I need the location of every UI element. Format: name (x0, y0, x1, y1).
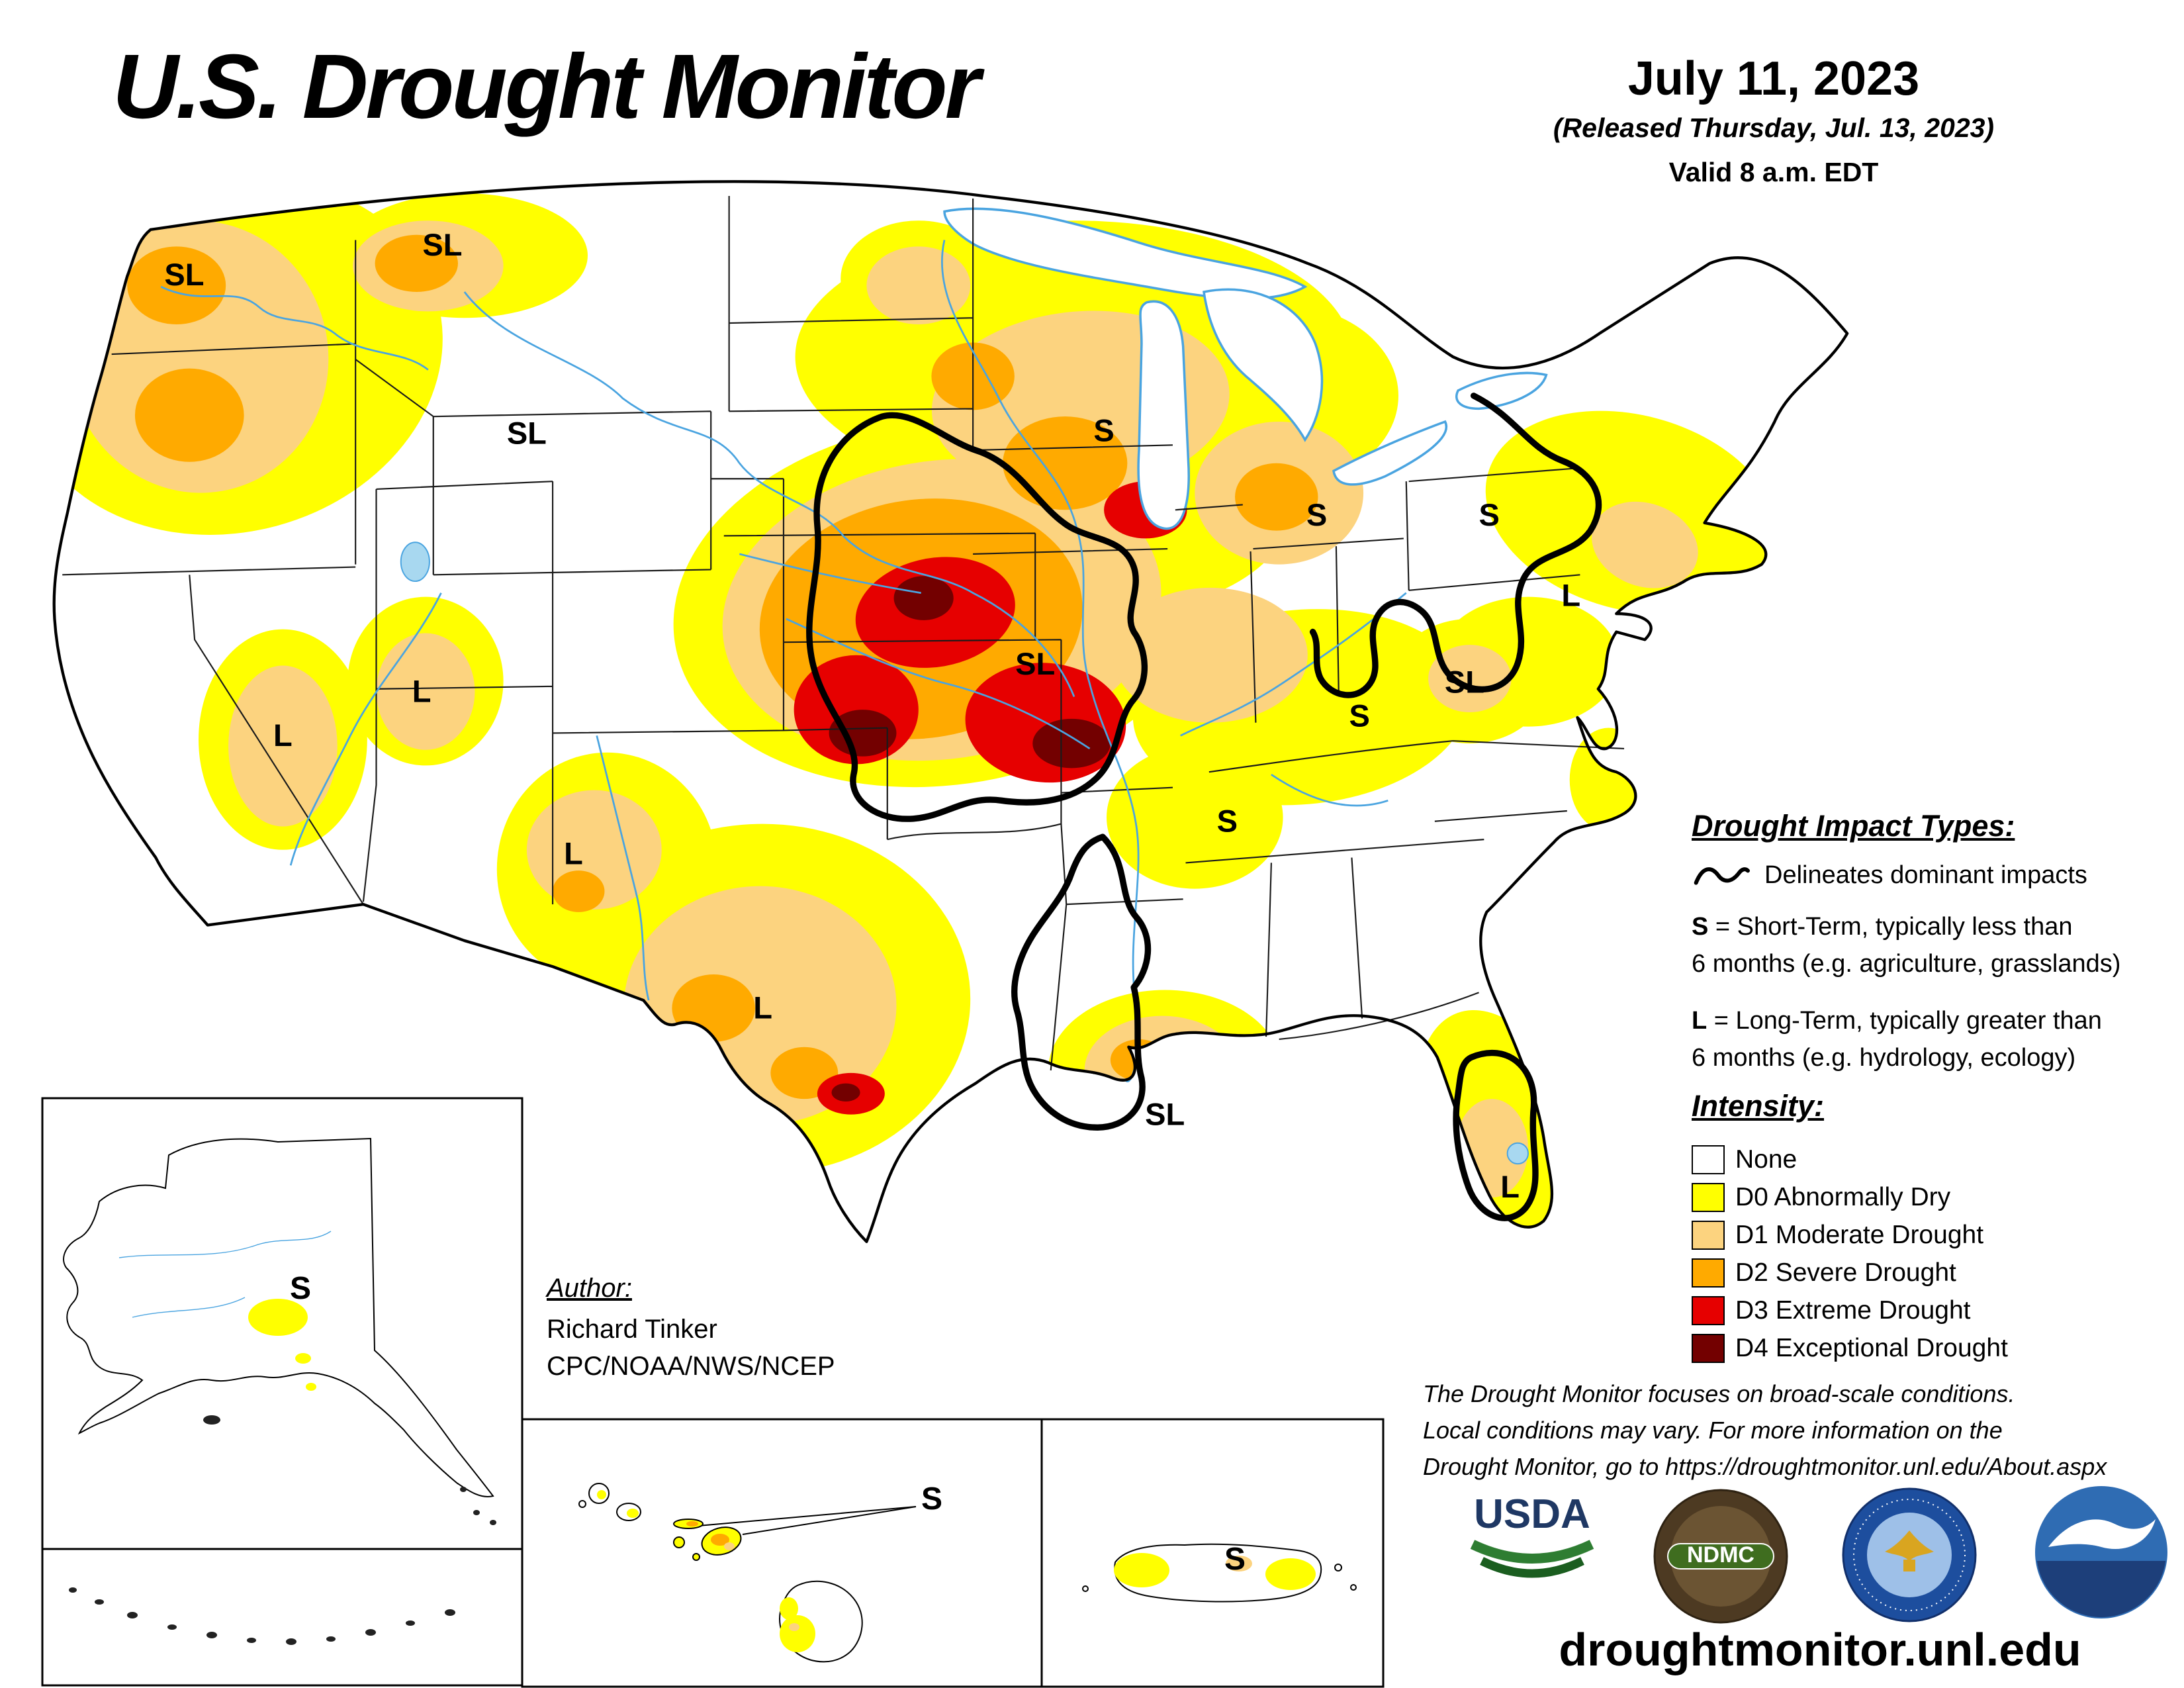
map-label-louisiana: SL (1145, 1096, 1185, 1131)
legend-item-d3: D3 Extreme Drought (1692, 1291, 2181, 1329)
usda-logo: USDA (1470, 1491, 1594, 1578)
map-label-central-plains: SL (1015, 646, 1055, 681)
map-label-utah: L (412, 673, 432, 708)
page-title: U.S. Drought Monitor (113, 36, 980, 138)
short-term-definition: S = Short-Term, typically less than 6 mo… (1692, 908, 2181, 982)
release-date: (Released Thursday, Jul. 13, 2023) (1553, 113, 1995, 143)
great-salt-lake (400, 541, 430, 583)
aleutian-islands (69, 1415, 496, 1645)
map-label-wisconsin: S (1093, 412, 1114, 447)
eagle-icon (1885, 1530, 1934, 1561)
legend-swatch-none (1692, 1145, 1725, 1174)
map-label-montana: SL (422, 227, 462, 262)
legend-label: D2 Severe Drought (1735, 1258, 1956, 1287)
dept-of-commerce-seal (1842, 1487, 1977, 1622)
state-borders (62, 195, 1625, 1071)
author-heading: Author: (547, 1274, 632, 1303)
disclaimer-line1: The Drought Monitor focuses on broad-sca… (1423, 1380, 2015, 1407)
noaa-bird-icon (2048, 1519, 2156, 1550)
legend-item-d1: D1 Moderate Drought (1692, 1216, 2181, 1254)
legend-label: D4 Exceptional Drought (1735, 1333, 2008, 1362)
alaska-inset: S (41, 1097, 523, 1687)
long-term-line2: 6 months (e.g. hydrology, ecology) (1692, 1044, 2076, 1072)
great-lakes (943, 207, 1548, 530)
legend-label: D3 Extreme Drought (1735, 1295, 1971, 1325)
impact-delineation-lines (806, 393, 1602, 1221)
legend-swatch-d2 (1692, 1258, 1725, 1288)
legend-swatch-d0 (1692, 1182, 1725, 1212)
map-label-washington: SL (164, 257, 204, 292)
puerto-rico-inset: S (1040, 1418, 1385, 1688)
intensity-legend: Intensity: None D0 Abnormally Dry D1 Mod… (1692, 1089, 2181, 1367)
delineates-label: Delineates dominant impacts (1764, 861, 2087, 889)
hawaii-inset: S (521, 1418, 1043, 1688)
map-label-florida: L (1500, 1169, 1520, 1204)
delineation-squiggle-icon (1694, 867, 1750, 885)
long-term-line1: = Long-Term, typically greater than (1713, 1007, 2102, 1035)
impact-types-heading: Drought Impact Types: (1692, 809, 2015, 843)
map-label-nevada: L (273, 718, 293, 753)
map-label-kentucky: S (1349, 698, 1370, 733)
map-label-new-york: L (1561, 577, 1580, 612)
legend-item-d0: D0 Abnormally Dry (1692, 1178, 2181, 1216)
alaska-d0-area (248, 1299, 308, 1336)
short-term-prefix: S (1692, 913, 1709, 941)
map-label-wyoming: SL (507, 415, 547, 450)
legend-item-d4: D4 Exceptional Drought (1692, 1329, 2181, 1367)
date-block: July 11, 2023 (Released Thursday, Jul. 1… (1516, 52, 2032, 188)
rivers (160, 240, 1407, 1083)
map-label-west-virginia: SL (1445, 665, 1484, 700)
ndmc-logo: NDMC (1653, 1489, 1788, 1624)
usda-logo-text: USDA (1474, 1491, 1590, 1537)
map-label-texas: L (753, 990, 772, 1025)
footer-url: droughtmonitor.unl.edu (1559, 1624, 2081, 1675)
disclaimer: The Drought Monitor focuses on broad-sca… (1423, 1376, 2184, 1485)
valid-time: Valid 8 a.m. EDT (1668, 157, 1879, 187)
impact-labels: SL SL SL S S S L SL S SL L L L L S SL L (164, 227, 1580, 1204)
legend-label: D0 Abnormally Dry (1735, 1182, 1951, 1211)
ndmc-logo-text: NDMC (1687, 1542, 1754, 1568)
map-label-hawaii: S (921, 1481, 942, 1517)
lanai-island (673, 1536, 685, 1548)
legend-swatch-d1 (1692, 1220, 1725, 1250)
disclaimer-line2: Local conditions may vary. For more info… (1423, 1417, 2003, 1444)
legend-label: D1 Moderate Drought (1735, 1220, 1984, 1249)
map-label-new-york-west: S (1479, 497, 1500, 532)
noaa-logo (2035, 1486, 2167, 1618)
short-term-line1: = Short-Term, typically less than (1715, 913, 2073, 941)
hawaii-leader-line (742, 1506, 917, 1535)
map-date: July 11, 2023 (1627, 52, 1920, 105)
legend-swatch-d4 (1692, 1333, 1725, 1363)
author-name: Richard Tinker (547, 1315, 717, 1344)
conus-outline (52, 180, 1849, 1243)
lake-okeechobee (1506, 1142, 1529, 1165)
impact-types-panel: Drought Impact Types: Delineates dominan… (1692, 809, 2181, 1096)
long-term-prefix: L (1692, 1007, 1707, 1035)
legend-label: None (1735, 1145, 1797, 1174)
map-label-missouri-arkansas: S (1217, 803, 1238, 838)
short-term-line2: 6 months (e.g. agriculture, grasslands) (1692, 950, 2121, 978)
map-label-michigan: S (1306, 497, 1327, 532)
legend-item-none: None (1692, 1141, 2181, 1178)
author-block: Author: Richard Tinker CPC/NOAA/NWS/NCEP (547, 1270, 835, 1385)
map-label-puerto-rico: S (1224, 1542, 1246, 1577)
puerto-rico-landmass (1114, 1543, 1322, 1603)
author-org: CPC/NOAA/NWS/NCEP (547, 1352, 835, 1381)
legend-swatch-d3 (1692, 1295, 1725, 1325)
legend-item-d2: D2 Severe Drought (1692, 1254, 2181, 1291)
hawaii-leader-line (690, 1506, 917, 1527)
intensity-heading: Intensity: (1692, 1089, 1825, 1123)
map-label-alaska: S (290, 1271, 311, 1306)
map-label-new-mexico: L (564, 835, 583, 870)
long-term-definition: L = Long-Term, typically greater than 6 … (1692, 1002, 2181, 1076)
disclaimer-line3: Drought Monitor, go to https://droughtmo… (1423, 1453, 2107, 1480)
